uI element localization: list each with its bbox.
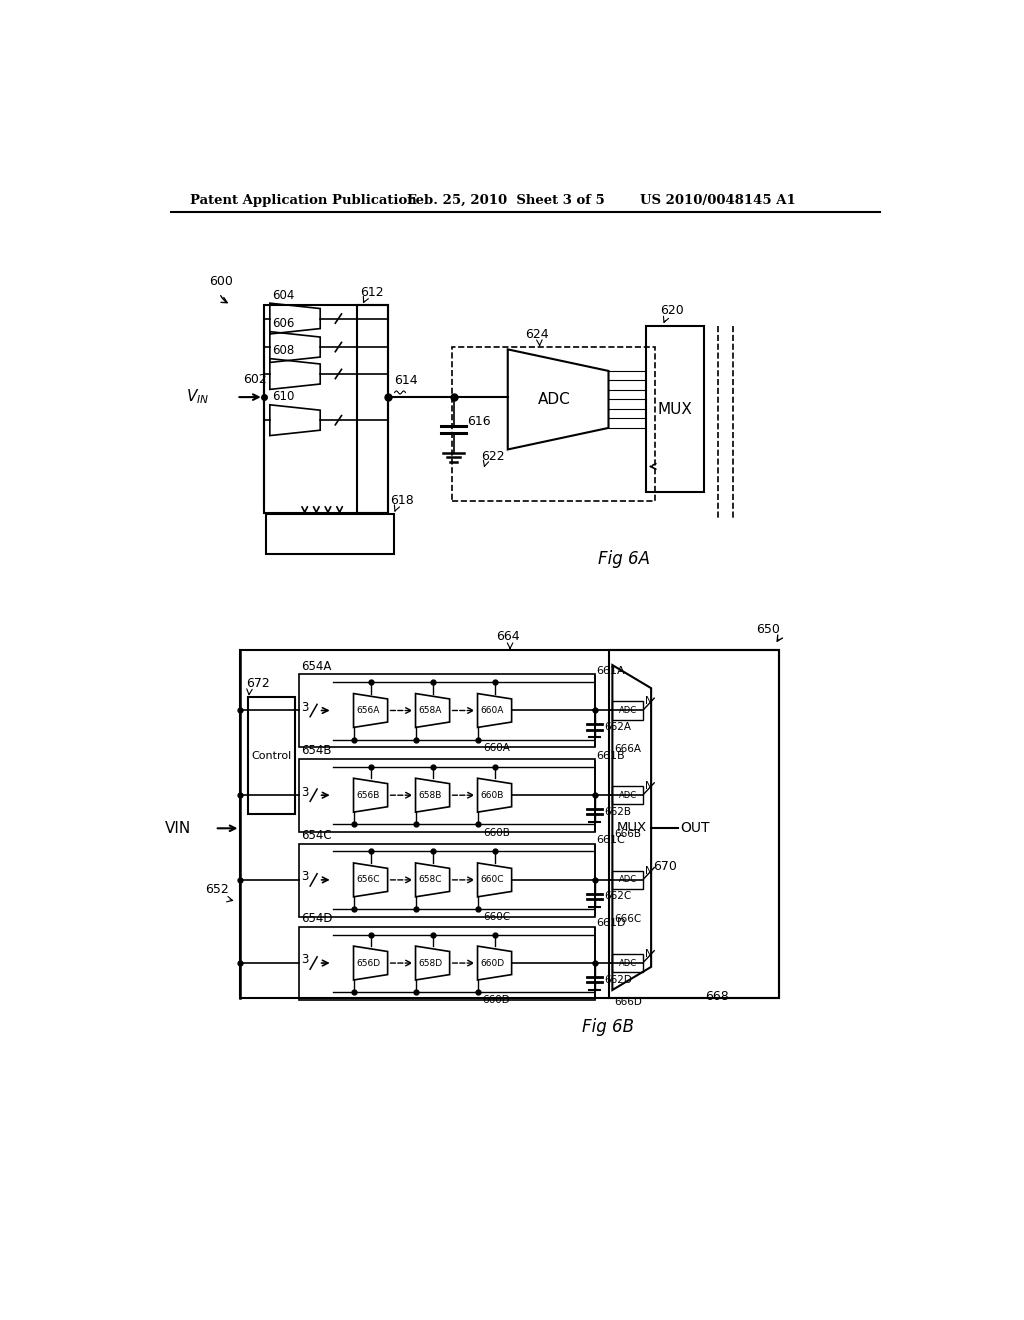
Text: MUX: MUX	[657, 401, 692, 417]
Text: 660A: 660A	[483, 743, 510, 752]
Text: 610: 610	[272, 391, 295, 404]
Text: 602: 602	[243, 374, 266, 387]
Text: 650: 650	[756, 623, 779, 636]
Text: 672: 672	[246, 677, 269, 689]
Text: 660B: 660B	[480, 791, 504, 800]
Text: VIN: VIN	[165, 821, 191, 836]
Text: ADC: ADC	[618, 958, 637, 968]
Text: 654B: 654B	[302, 744, 332, 758]
Text: 662C: 662C	[604, 891, 631, 902]
Text: 660D: 660D	[482, 995, 510, 1006]
Text: 666D: 666D	[614, 997, 642, 1007]
Text: 658C: 658C	[419, 875, 442, 884]
Text: 660A: 660A	[480, 706, 504, 715]
Bar	[299, 843, 595, 917]
Text: 654A: 654A	[302, 660, 332, 673]
Bar	[612, 871, 643, 890]
Text: 658A: 658A	[419, 706, 442, 715]
Text: 654C: 654C	[302, 829, 332, 842]
Text: 3: 3	[302, 785, 309, 799]
Text: Fig 6B: Fig 6B	[583, 1018, 635, 1036]
Bar	[263, 305, 388, 512]
Text: 661C: 661C	[596, 836, 625, 845]
Text: 608: 608	[272, 345, 295, 358]
Text: 660D: 660D	[480, 958, 504, 968]
Text: 652: 652	[206, 883, 229, 896]
Text: $V_{IN}$: $V_{IN}$	[186, 388, 209, 407]
Bar	[452, 347, 655, 502]
Text: 3: 3	[302, 953, 309, 966]
Text: N: N	[645, 866, 652, 875]
Bar	[646, 326, 703, 492]
Text: 660C: 660C	[483, 912, 510, 923]
Text: ADC: ADC	[618, 791, 637, 800]
Text: US 2010/0048145 A1: US 2010/0048145 A1	[640, 194, 796, 207]
Text: 614: 614	[394, 374, 418, 387]
Text: Patent Application Publication: Patent Application Publication	[190, 194, 417, 207]
Bar	[612, 785, 643, 804]
Text: 658B: 658B	[419, 791, 442, 800]
Text: 658D: 658D	[418, 958, 442, 968]
Text: N: N	[645, 696, 652, 706]
Bar	[299, 927, 595, 1001]
Bar	[356, 305, 388, 512]
Text: 661B: 661B	[596, 751, 625, 760]
Text: N: N	[645, 781, 652, 791]
Text: 3: 3	[302, 870, 309, 883]
Text: 662B: 662B	[604, 807, 631, 817]
Text: 604: 604	[272, 289, 295, 302]
Bar	[241, 649, 779, 998]
Text: 656C: 656C	[356, 875, 380, 884]
Text: 670: 670	[652, 861, 677, 874]
Text: 668: 668	[706, 990, 729, 1003]
Text: 622: 622	[481, 450, 505, 462]
Bar	[612, 701, 643, 719]
Text: OUT: OUT	[681, 821, 710, 834]
Text: 664: 664	[496, 631, 519, 644]
Bar	[299, 759, 595, 832]
Bar	[608, 649, 779, 998]
Text: ADC: ADC	[618, 875, 637, 884]
Text: 666A: 666A	[614, 744, 641, 754]
Text: 654D: 654D	[302, 912, 333, 925]
Text: 3: 3	[302, 701, 309, 714]
Text: 656B: 656B	[356, 791, 380, 800]
Text: 656D: 656D	[356, 958, 380, 968]
Bar	[266, 515, 394, 554]
Text: 606: 606	[272, 317, 295, 330]
Text: 660C: 660C	[480, 875, 504, 884]
Text: Fig 6A: Fig 6A	[598, 550, 650, 568]
Text: 656A: 656A	[356, 706, 380, 715]
Text: 616: 616	[467, 416, 492, 428]
Text: Feb. 25, 2010  Sheet 3 of 5: Feb. 25, 2010 Sheet 3 of 5	[407, 194, 605, 207]
Bar	[299, 675, 595, 747]
Text: N: N	[645, 949, 652, 958]
Text: ADC: ADC	[618, 706, 637, 715]
Text: 624: 624	[525, 327, 549, 341]
Text: 661D: 661D	[596, 919, 626, 928]
Text: 612: 612	[360, 285, 384, 298]
Text: 620: 620	[659, 304, 683, 317]
Text: 662D: 662D	[604, 974, 632, 985]
Text: 618: 618	[390, 494, 414, 507]
Text: MUX: MUX	[616, 821, 647, 834]
Text: Control: Control	[251, 751, 292, 760]
Text: 660B: 660B	[483, 828, 510, 837]
Text: 600: 600	[209, 275, 233, 288]
Text: 666C: 666C	[614, 913, 641, 924]
Text: 662A: 662A	[604, 722, 631, 733]
Text: 661A: 661A	[596, 665, 625, 676]
Bar	[612, 954, 643, 973]
Text: 666B: 666B	[614, 829, 641, 840]
Text: ADC: ADC	[538, 392, 570, 407]
Bar	[248, 697, 295, 814]
